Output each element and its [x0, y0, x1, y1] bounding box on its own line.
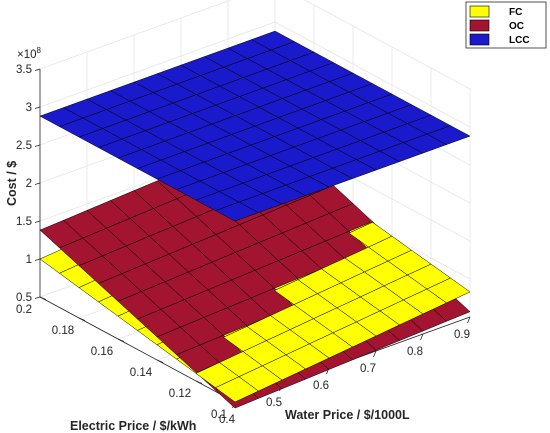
x-tick-mark: [420, 333, 424, 341]
z-exponent-power: 8: [37, 46, 42, 55]
legend-swatch-fc: [469, 5, 490, 18]
z-tick-mark: [34, 258, 41, 261]
y-tick-mark: [39, 296, 47, 300]
x-tick-label: 0.4: [219, 414, 236, 426]
x-tick-label: 0.7: [360, 363, 376, 375]
x-axis-label: Water Price / $/1000L: [285, 408, 410, 422]
z-tick-label: 1.5: [16, 216, 32, 228]
y-axis-line: [39, 296, 236, 403]
tick-labels: 0.4 0.5 0.6 0.7 0.8 0.9 0.1 0.12 0.14 0.16 0.18 0.2…: [16, 64, 470, 426]
legend-label-fc: FC: [509, 7, 522, 18]
z-exponent-label: ×108: [17, 46, 42, 61]
legend-swatch-lcc: [469, 33, 490, 46]
z-tick-mark: [34, 182, 41, 185]
legend-label-oc: OC: [509, 21, 524, 32]
fc-surface-cell: [426, 277, 471, 304]
y-tick-mark: [78, 317, 86, 321]
x-tick-label: 0.9: [454, 329, 470, 341]
z-tick-label: 2.5: [16, 140, 32, 152]
x-tick-label: 0.5: [266, 397, 282, 409]
surfaces: [39, 30, 471, 409]
z-tick-label: 2: [26, 178, 32, 190]
z-tick-mark: [34, 296, 41, 299]
z-axis-label: Cost / $: [5, 161, 19, 206]
oc-surface-cell: [329, 203, 373, 232]
y-tick-label: 0.1: [211, 409, 227, 421]
legend-swatch-oc: [469, 19, 490, 32]
y-tick-label: 0.2: [16, 304, 32, 316]
x-tick-mark: [373, 350, 377, 358]
y-tick-mark: [117, 338, 125, 342]
x-tick-label: 0.8: [407, 346, 423, 358]
z-tick-mark: [34, 144, 41, 147]
y-tick-label: 0.12: [169, 388, 191, 400]
x-tick-label: 0.6: [313, 380, 329, 392]
z-tick-mark: [34, 220, 41, 223]
grid-line-back-z: [39, 21, 276, 108]
z-tick-mark: [34, 68, 41, 71]
grid-line-side-z: [303, 0, 471, 90]
y-axis-label: Electric Price / $/kWh: [70, 419, 196, 433]
y-tick-label: 0.14: [130, 367, 153, 379]
y-tick-label: 0.16: [91, 346, 113, 358]
y-tick-mark: [156, 359, 164, 363]
grid-line-back-z: [39, 0, 232, 70]
z-tick-label: 3: [26, 102, 32, 114]
z-tick-label: 3.5: [16, 64, 32, 76]
lcc-surface-cell: [426, 125, 471, 145]
legend-label-lcc: LCC: [509, 35, 530, 46]
z-tick-label: 1: [26, 254, 32, 266]
z-tick-label: 0.5: [16, 292, 32, 304]
x-tick-mark: [467, 316, 471, 324]
legend: FC OC LCC: [465, 1, 547, 49]
z-exponent-base: ×10: [17, 49, 37, 61]
grid-line-side-z: [274, 21, 471, 128]
y-tick-label: 0.18: [52, 325, 74, 337]
z-tick-mark: [34, 106, 41, 109]
y-tick-mark: [195, 380, 203, 384]
